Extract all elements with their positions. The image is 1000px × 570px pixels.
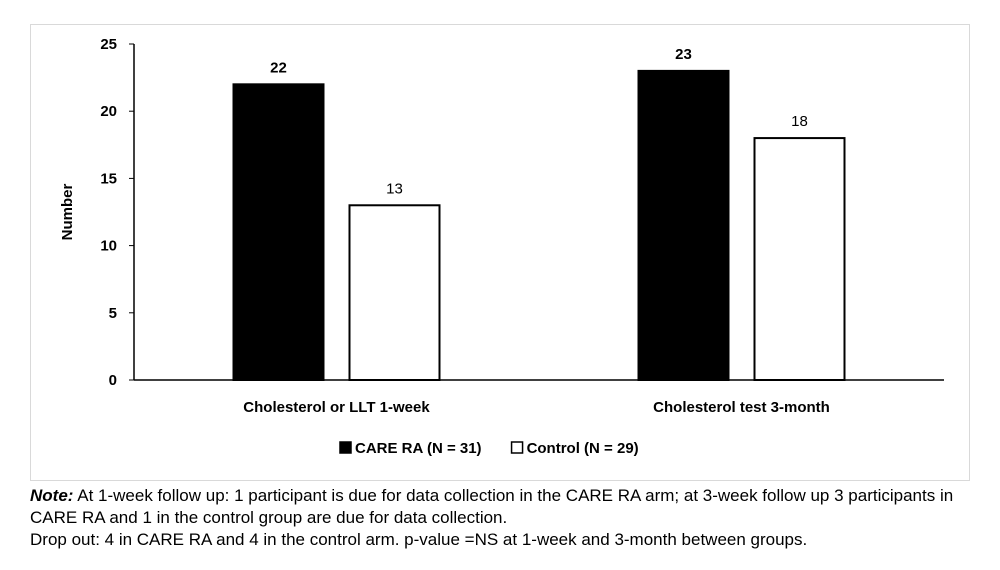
y-tick-label: 20: [100, 103, 117, 120]
bar-control: [348, 204, 441, 381]
note-lead: Note:: [30, 486, 74, 505]
y-tick-label: 5: [109, 305, 117, 322]
bar-control: [753, 137, 846, 381]
x-category-label: Cholesterol test 3-month: [653, 399, 830, 416]
note-line-1: At 1-week follow up: 1 participant is du…: [30, 486, 954, 527]
x-category-label: Cholesterol or LLT 1-week: [243, 399, 430, 416]
bar-data-label: 22: [270, 59, 287, 76]
y-tick-label: 10: [100, 238, 117, 255]
bar-data-label: 23: [675, 46, 692, 63]
bar-care-ra: [637, 69, 730, 381]
y-tick-label: 15: [100, 170, 117, 187]
legend-entry: Control (N = 29): [527, 440, 639, 457]
figure-note: Note: At 1-week follow up: 1 participant…: [30, 485, 980, 551]
bar-data-label: 13: [386, 180, 403, 197]
y-tick-label: 0: [109, 372, 117, 389]
legend-entry: CARE RA (N = 31): [355, 440, 482, 457]
bar-care-ra: [232, 83, 325, 381]
note-paragraph: Note: At 1-week follow up: 1 participant…: [30, 485, 980, 529]
legend-swatch: [510, 441, 524, 454]
y-axis-label: Number: [59, 184, 76, 241]
chart-frame: Number 0 5 10 15 20 25 Cholesterol or LLT 1-wee…: [30, 24, 970, 481]
bar-data-label: 18: [791, 113, 808, 130]
y-tick-label: 25: [100, 36, 117, 53]
bar-chart: Number 0 5 10 15 20 25 Cholesterol or LLT 1-wee…: [59, 36, 944, 457]
legend-swatch: [339, 441, 352, 454]
note-line-2: Drop out: 4 in CARE RA and 4 in the cont…: [30, 530, 808, 549]
